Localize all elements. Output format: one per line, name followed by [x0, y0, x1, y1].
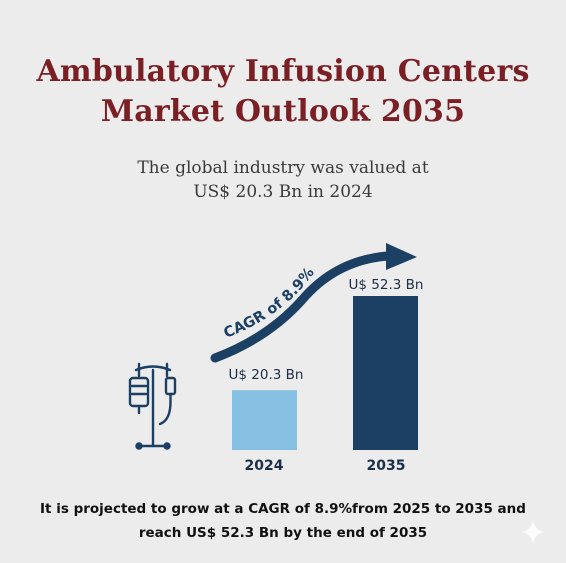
curved-arrow-icon: [210, 243, 417, 363]
footer-line-2: reach US$ 52.3 Bn by the end of 2035: [138, 525, 428, 541]
page-title: Ambulatory Infusion Centers Market Outlo…: [0, 52, 566, 132]
footer-text: It is projected to grow at a CAGR of 8.9…: [20, 497, 546, 545]
bar-2024: [232, 390, 297, 450]
category-label-2024: 2024: [245, 458, 284, 474]
data-label-2024: U$ 20.3 Bn: [229, 367, 304, 383]
footer-line-1: It is projected to grow at a CAGR of 8.9…: [40, 501, 526, 517]
iv-drip-stand-icon: [128, 362, 177, 450]
title-line-1: Ambulatory Infusion Centers: [36, 54, 530, 89]
category-label-2035: 2035: [367, 458, 406, 474]
title-line-2: Market Outlook 2035: [100, 94, 466, 129]
subtitle-line-1: The global industry was valued at: [137, 158, 429, 178]
subtitle-line-2: US$ 20.3 Bn in 2024: [193, 182, 373, 202]
data-label-2035: U$ 52.3 Bn: [349, 277, 424, 293]
subtitle: The global industry was valued at US$ 20…: [0, 156, 566, 204]
sparkle-icon: [521, 520, 545, 544]
bar-2035: [353, 296, 418, 450]
